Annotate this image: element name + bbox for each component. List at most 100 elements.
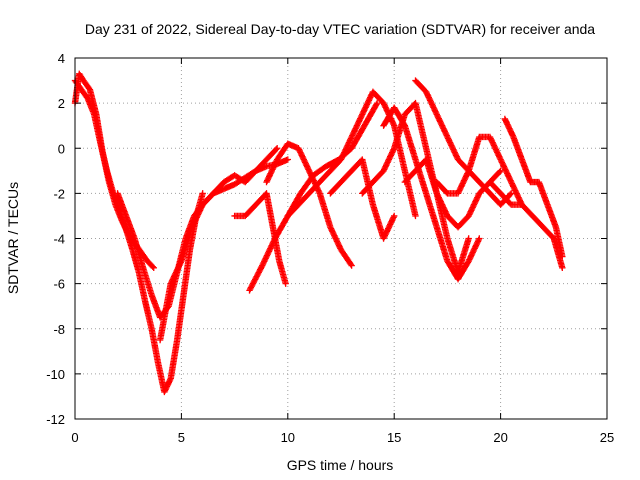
data-point	[476, 235, 483, 242]
series-arc-14	[433, 133, 526, 208]
data-marker-run	[465, 135, 483, 173]
series-arc-1	[71, 70, 157, 272]
y-axis-label: SDTVAR / TECUs	[5, 182, 21, 294]
data-marker-run	[114, 191, 129, 218]
data-marker-run	[123, 227, 136, 252]
data-point	[337, 156, 345, 163]
data-marker-run	[444, 135, 461, 162]
data-marker-run	[200, 191, 216, 207]
data-marker-run	[553, 225, 566, 259]
data-marker-run	[434, 191, 450, 218]
data-marker-run	[148, 327, 161, 365]
data-marker-run	[359, 90, 376, 117]
x-tick-label: 15	[387, 430, 401, 445]
data-point	[295, 145, 302, 152]
data-marker-run	[551, 236, 566, 270]
data-marker-run	[434, 180, 450, 196]
x-tick-label: 25	[600, 430, 614, 445]
y-tick-label: -6	[53, 277, 65, 292]
x-axis-ticks: 0 5 10 15 20 25	[71, 58, 614, 445]
data-marker-run	[276, 259, 289, 286]
data-point	[359, 111, 366, 118]
data-marker-run	[259, 236, 278, 268]
data-point	[373, 99, 381, 107]
data-point	[508, 178, 515, 186]
data-point	[188, 224, 196, 231]
data-point	[348, 133, 355, 141]
data-marker-run	[135, 270, 149, 304]
data-marker-run	[129, 248, 142, 275]
data-point	[433, 111, 440, 118]
data-marker-run	[174, 293, 187, 342]
data-marker-run	[285, 202, 301, 219]
data-point	[380, 167, 387, 175]
data-point	[497, 156, 504, 163]
data-marker-run	[338, 247, 354, 268]
data-marker-run	[360, 180, 376, 196]
data-point	[273, 145, 281, 152]
data-marker-run	[544, 202, 559, 230]
data-marker-run	[349, 112, 365, 139]
data-marker-run	[370, 168, 386, 185]
data-marker-run	[402, 168, 418, 185]
data-point	[259, 262, 266, 269]
data-point	[465, 257, 472, 265]
data-marker-run	[272, 214, 291, 241]
data-marker-run	[91, 112, 104, 146]
data-marker-run	[402, 123, 419, 162]
data-marker-run	[295, 146, 312, 173]
data-marker-run	[180, 248, 193, 297]
data-point	[412, 212, 419, 220]
data-marker-run	[413, 78, 429, 94]
data-marker-run	[519, 157, 534, 184]
y-tick-label: -2	[53, 186, 65, 201]
data-point	[282, 280, 289, 287]
data-marker-run	[423, 90, 440, 117]
data-marker-run	[243, 202, 259, 219]
data-marker-run	[145, 258, 156, 270]
data-marker-run	[391, 105, 408, 128]
data-marker-run	[274, 141, 291, 162]
data-marker-run	[178, 225, 195, 263]
data-marker-run	[168, 259, 184, 286]
data-marker-run	[243, 168, 259, 185]
data-marker-run	[361, 101, 380, 128]
data-marker-run	[370, 202, 387, 241]
data-point	[305, 167, 313, 175]
data-marker-run	[477, 180, 493, 196]
data-point	[391, 212, 398, 220]
data-marker-run	[247, 263, 265, 293]
data-marker-run	[487, 180, 503, 196]
data-point	[199, 190, 206, 197]
data-marker-run	[328, 180, 344, 196]
data-marker-run	[97, 142, 110, 173]
data-marker-run	[189, 202, 206, 230]
data-marker-run	[328, 157, 344, 173]
data-marker-run	[498, 157, 514, 184]
data-point	[327, 224, 334, 231]
data-point	[263, 178, 270, 186]
data-point	[167, 280, 174, 287]
data-marker-run	[455, 169, 472, 196]
series-arc-13	[412, 77, 515, 208]
data-point	[454, 190, 462, 197]
data-marker-run	[76, 71, 86, 83]
data-marker-run	[434, 225, 451, 263]
data-marker-run	[211, 180, 227, 196]
data-point	[486, 133, 494, 141]
data-marker-run	[317, 168, 333, 185]
data-marker-run	[117, 209, 129, 232]
data-marker-run	[466, 191, 482, 218]
data-marker-run	[519, 202, 535, 219]
y-tick-label: 0	[58, 141, 65, 156]
data-marker-run	[498, 191, 514, 207]
series-arc-15	[486, 178, 566, 272]
data-marker-run	[455, 213, 471, 230]
chart-title: Day 231 of 2022, Sidereal Day-to-day VTE…	[85, 21, 595, 37]
data-marker-run	[142, 299, 155, 331]
x-tick-label: 20	[493, 430, 507, 445]
data-marks	[71, 70, 566, 396]
series-arc-11	[380, 104, 483, 283]
data-marker-run	[381, 146, 397, 173]
data-marker-run	[316, 191, 334, 229]
